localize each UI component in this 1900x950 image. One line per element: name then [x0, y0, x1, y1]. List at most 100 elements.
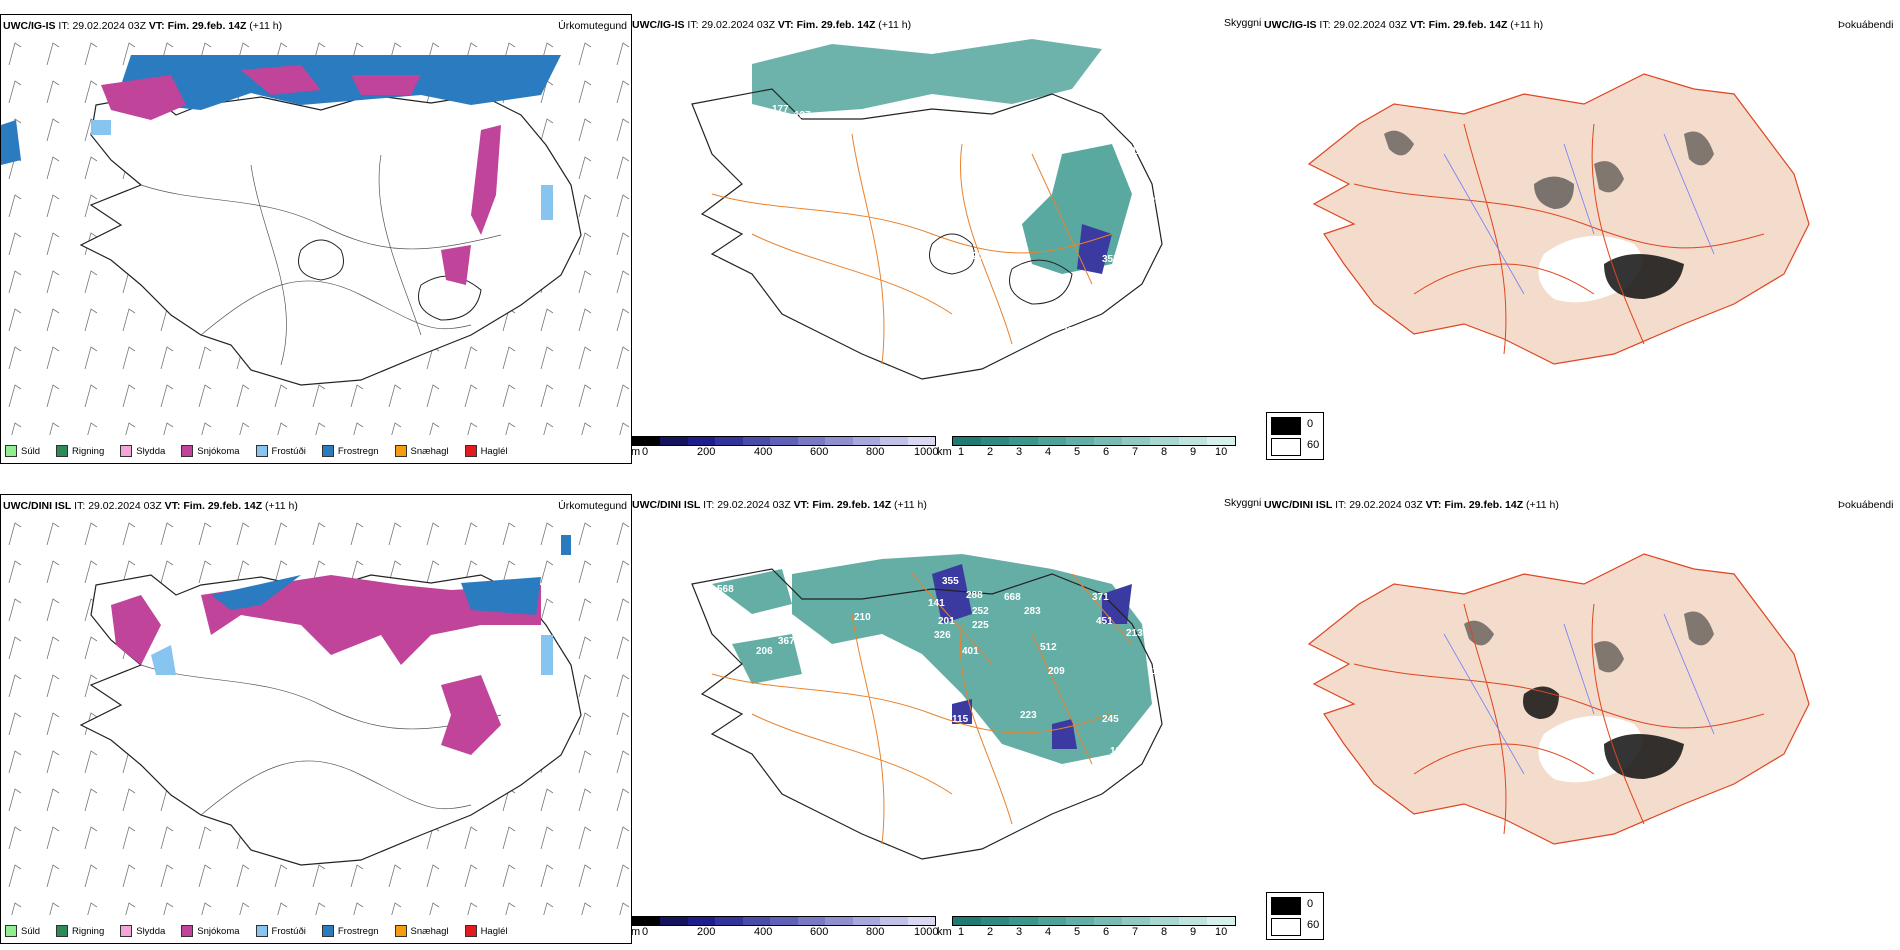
km-tick: 8	[1161, 446, 1168, 458]
height-tick: 400	[754, 446, 773, 458]
legend-label: Slydda	[136, 925, 166, 937]
height-tick: 200	[697, 446, 716, 458]
legend-label: Slydda	[136, 445, 166, 457]
fog-map-row1	[1307, 73, 1810, 365]
swatch	[5, 925, 17, 937]
vis-value: 568	[717, 584, 734, 595]
fog-title-row2: Þokuábendi	[1838, 499, 1894, 511]
swatch	[181, 925, 194, 937]
fog-panel-row1: UWC/IG-IS IT: 29.02.2024 03Z VT: Fim. 29…	[1264, 14, 1900, 414]
legend-label: Rigning	[72, 445, 105, 457]
vis-value: 245	[1102, 714, 1119, 725]
legend-label: Rigning	[72, 925, 105, 937]
legend-item: Snjókoma	[181, 925, 240, 937]
legend-item: Snjókoma	[181, 445, 240, 457]
vis-value: 371	[1092, 592, 1109, 603]
km-tick: 3	[1016, 446, 1023, 458]
vis-title-row1: Skyggni	[1224, 17, 1262, 29]
vis-value: 225	[972, 620, 989, 631]
vis-title-row2: Skyggni	[1224, 497, 1262, 509]
km-colorbar-row2	[952, 916, 1236, 926]
vis-value: 508	[782, 562, 799, 573]
legend-item: Slydda	[120, 925, 165, 937]
vis-value: 283	[1024, 606, 1041, 617]
ptype-header-row1: UWC/IG-IS IT: 29.02.2024 03Z VT: Fim. 29…	[3, 20, 283, 32]
km-tick: 7	[1132, 926, 1139, 938]
height-tick: 600	[810, 446, 829, 458]
legend-label: Frostúði	[271, 445, 306, 457]
vis-value: 451	[1096, 616, 1113, 627]
legend-label: Snæhagl	[410, 925, 449, 937]
legend-item: Haglél	[464, 925, 508, 937]
vis-value: 90	[820, 202, 832, 213]
fog-legend-label: 60	[1307, 919, 1320, 931]
legend-label: Frostúði	[271, 925, 306, 937]
visibility-map-row2: 508 568 941 367 206 210 355 141 288 668 …	[691, 554, 1173, 860]
legend-item: Rigning	[56, 925, 104, 937]
height-tick: 600	[810, 926, 829, 938]
iceland-outline	[79, 94, 582, 386]
legend-item: Frostregn	[321, 445, 379, 457]
vis-value: 209	[1048, 666, 1065, 677]
km-tick: 5	[1074, 926, 1081, 938]
legend-label: Haglél	[480, 925, 508, 937]
vis-value: 266	[1052, 274, 1069, 285]
swatch	[394, 445, 407, 457]
km-tick: 6	[1103, 926, 1110, 938]
vis-value: 401	[962, 646, 979, 657]
legend-label: Snæhagl	[410, 445, 449, 457]
height-tick: 200	[697, 926, 716, 938]
ptype-legend-row2: Súld Rigning Slydda Snjókoma Frostúði Fr…	[5, 925, 520, 937]
ptype-legend-row1: Súld Rigning Slydda Snjókoma Frostúði Fr…	[5, 445, 520, 457]
legend-item: Snæhagl	[394, 925, 449, 937]
km-unit: km	[937, 926, 952, 938]
legend-label: Frostregn	[337, 925, 379, 937]
vis-value: 103	[1144, 598, 1161, 609]
swatch	[394, 925, 407, 937]
height-colorbar-row1	[632, 436, 936, 446]
legend-item: Slydda	[120, 445, 165, 457]
swatch	[464, 445, 477, 457]
fog-header-row1: UWC/IG-IS IT: 29.02.2024 03Z VT: Fim. 29…	[1264, 19, 1544, 31]
fog-header-row2: UWC/DINI ISL IT: 29.02.2024 03Z VT: Fim.…	[1264, 499, 1559, 511]
km-colorbar-row1	[952, 436, 1236, 446]
legend-item: Snæhagl	[394, 445, 449, 457]
vis-value: 141	[928, 598, 945, 609]
swatch	[5, 445, 17, 457]
km-tick: 7	[1132, 446, 1139, 458]
vis-header-row1: UWC/IG-IS IT: 29.02.2024 03Z VT: Fim. 29…	[632, 19, 912, 31]
legend-label: Súld	[21, 445, 41, 457]
vis-value: 162	[1152, 666, 1169, 677]
vis-value: 288	[966, 590, 983, 601]
fog-panel-row2: UWC/DINI ISL IT: 29.02.2024 03Z VT: Fim.…	[1264, 494, 1900, 894]
height-unit: m	[631, 446, 641, 458]
km-tick: 1	[958, 926, 965, 938]
ptype-title-row2: Úrkomutegund	[558, 500, 627, 512]
vis-value: 201	[938, 616, 955, 627]
vis-value: 941	[772, 620, 789, 631]
swatch	[120, 925, 133, 937]
km-tick: 9	[1190, 446, 1197, 458]
legend-item: Súld	[5, 445, 40, 457]
swatch	[321, 925, 334, 937]
km-tick: 3	[1016, 926, 1023, 938]
swatch	[56, 925, 69, 937]
vis-header-row2: UWC/DINI ISL IT: 29.02.2024 03Z VT: Fim.…	[632, 499, 927, 511]
fog-legend-row1: 0 60	[1266, 412, 1324, 460]
vis-value: 139	[1110, 746, 1127, 757]
fog-title-row1: Þokuábendi	[1838, 19, 1894, 31]
fog-legend-row2: 0 60	[1266, 892, 1324, 940]
vis-value: 177	[772, 104, 789, 115]
height-colorbar-row2	[632, 916, 936, 926]
vis-value: 326	[934, 630, 951, 641]
vis-value: 209	[972, 251, 989, 262]
fog-legend-label: 60	[1307, 439, 1320, 451]
ptype-title-row1: Úrkomutegund	[558, 20, 627, 32]
vis-value: 223	[1020, 710, 1037, 721]
height-tick: 800	[866, 926, 885, 938]
vis-value: 86	[708, 256, 720, 267]
height-tick: 1000	[914, 926, 939, 938]
km-tick: 10	[1215, 926, 1228, 938]
swatch	[255, 925, 268, 937]
height-tick: 0	[642, 446, 649, 458]
